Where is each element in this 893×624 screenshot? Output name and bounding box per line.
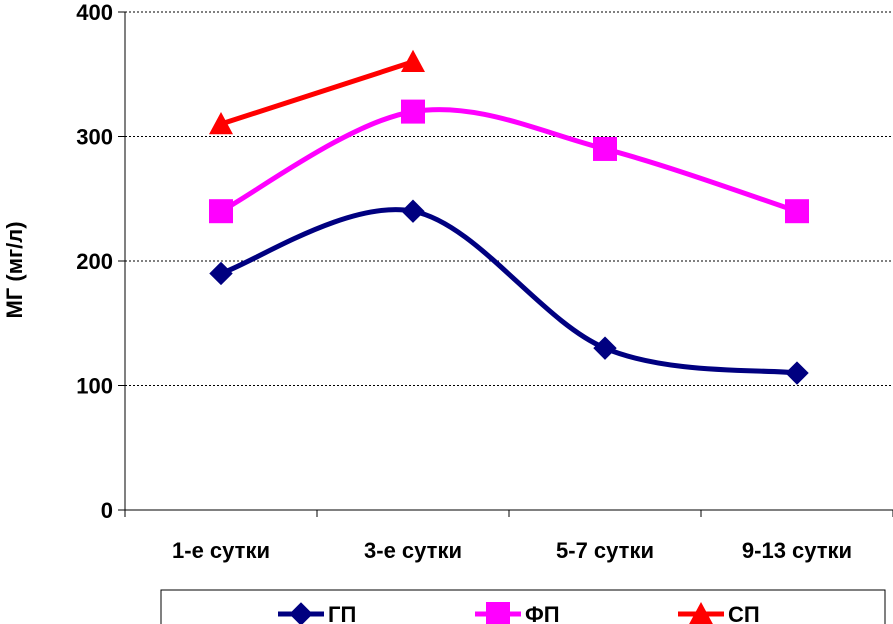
y-tick-label: 100: [76, 374, 113, 399]
data-point-marker: [401, 49, 425, 72]
x-tick-labels: 1-е сутки 3-е сутки 5-7 сутки 9-13 сутки: [172, 538, 852, 563]
data-point-marker: [209, 261, 233, 286]
axes: [118, 11, 893, 517]
series-layer: [209, 49, 809, 385]
series-line: [220, 59, 414, 127]
series-line: [219, 107, 798, 214]
legend-item: ФП: [475, 602, 560, 624]
series-line: [220, 207, 798, 376]
data-point-marker: [209, 112, 233, 135]
x-tick-label: 9-13 сутки: [742, 538, 852, 563]
legend-label: ФП: [525, 602, 560, 624]
data-point-marker: [209, 199, 233, 224]
legend-label: СП: [728, 602, 760, 624]
legend-marker: [486, 602, 510, 624]
legend-marker: [289, 602, 313, 624]
y-tick-label: 300: [76, 125, 113, 150]
data-point-marker: [401, 199, 425, 223]
x-tick-label: 1-е сутки: [172, 538, 270, 563]
legend-item: ГП: [278, 602, 356, 624]
legend-item: СП: [678, 602, 760, 624]
data-point-marker: [785, 361, 809, 385]
y-tick-labels: 0 100 200 300 400: [76, 0, 113, 523]
x-tick-label: 3-е сутки: [364, 538, 462, 563]
y-tick-label: 400: [76, 0, 113, 25]
data-point-marker: [593, 336, 617, 360]
legend-box: [160, 589, 886, 624]
series-1: [209, 199, 809, 385]
y-tick-label: 0: [101, 498, 113, 523]
legend-label: ГП: [328, 602, 356, 624]
series-3: [209, 49, 425, 135]
legend: ГП ФП СП: [160, 589, 886, 624]
x-tick-label: 5-7 сутки: [556, 538, 654, 563]
legend-marker: [689, 602, 713, 624]
data-point-marker: [401, 99, 425, 124]
y-axis-title: МГ (мг/л): [2, 221, 27, 318]
data-point-marker: [593, 136, 617, 161]
data-point-marker: [785, 199, 809, 224]
y-tick-label: 200: [76, 249, 113, 274]
series-2: [209, 99, 809, 224]
